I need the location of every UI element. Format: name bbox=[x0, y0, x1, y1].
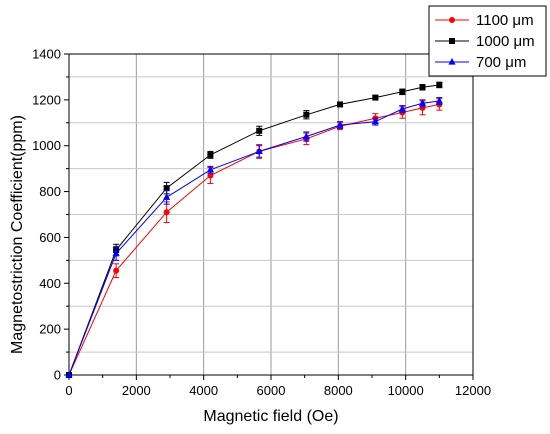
data-point bbox=[419, 84, 426, 91]
data-point bbox=[336, 121, 344, 128]
y-tick-label: 0 bbox=[54, 368, 61, 383]
series-700m bbox=[65, 97, 443, 378]
legend-marker bbox=[449, 38, 455, 44]
data-point bbox=[337, 101, 344, 108]
y-tick-label: 1000 bbox=[32, 138, 61, 153]
data-point bbox=[303, 111, 310, 118]
legend: 1100 μm 1000 μm 700 μm bbox=[428, 5, 547, 77]
x-tick-label: 4000 bbox=[189, 383, 218, 398]
data-point bbox=[435, 97, 443, 104]
grid-lines bbox=[69, 54, 473, 375]
data-point bbox=[163, 185, 170, 192]
y-tick-label: 600 bbox=[39, 230, 61, 245]
y-axis-title: Magnetostriction Coefficient(ppm) bbox=[9, 115, 26, 354]
legend-label: 700 μm bbox=[476, 54, 526, 71]
x-tick-label: 10000 bbox=[388, 383, 424, 398]
legend-marker bbox=[448, 58, 456, 65]
legend-label: 1100 μm bbox=[476, 12, 534, 29]
x-tick-label: 6000 bbox=[257, 383, 286, 398]
x-tick-label: 8000 bbox=[324, 383, 353, 398]
x-tick-label: 0 bbox=[65, 383, 72, 398]
data-point bbox=[398, 105, 406, 112]
data-point bbox=[112, 249, 120, 257]
x-axis-title: Magnetic field (Oe) bbox=[203, 408, 338, 425]
x-tick-label: 12000 bbox=[455, 383, 491, 398]
data-point bbox=[163, 193, 171, 200]
y-tick-label: 200 bbox=[39, 322, 61, 337]
data-point bbox=[207, 151, 214, 158]
data-point bbox=[255, 147, 263, 155]
data-point bbox=[418, 99, 427, 106]
legend-marker bbox=[449, 17, 455, 23]
y-tick-label: 1400 bbox=[32, 47, 61, 62]
x-tick-label: 2000 bbox=[122, 383, 151, 398]
data-point bbox=[436, 81, 443, 88]
axis-ticks: 0 2000 4000 6000 8000 10000 12000 0 200 400 600 800… bbox=[32, 47, 491, 399]
data-point bbox=[65, 371, 73, 378]
y-tick-label: 1200 bbox=[32, 92, 61, 107]
data-point bbox=[302, 132, 310, 140]
data-point bbox=[113, 267, 120, 274]
legend-label: 1000 μm bbox=[476, 33, 535, 50]
series-layer bbox=[65, 81, 443, 378]
data-point bbox=[256, 127, 263, 134]
data-point bbox=[207, 172, 214, 179]
data-point bbox=[371, 117, 379, 125]
data-point bbox=[206, 165, 214, 173]
y-tick-label: 800 bbox=[39, 184, 61, 199]
data-point bbox=[399, 88, 406, 95]
data-point bbox=[163, 209, 170, 216]
y-tick-label: 400 bbox=[39, 276, 61, 291]
data-point bbox=[372, 94, 379, 101]
